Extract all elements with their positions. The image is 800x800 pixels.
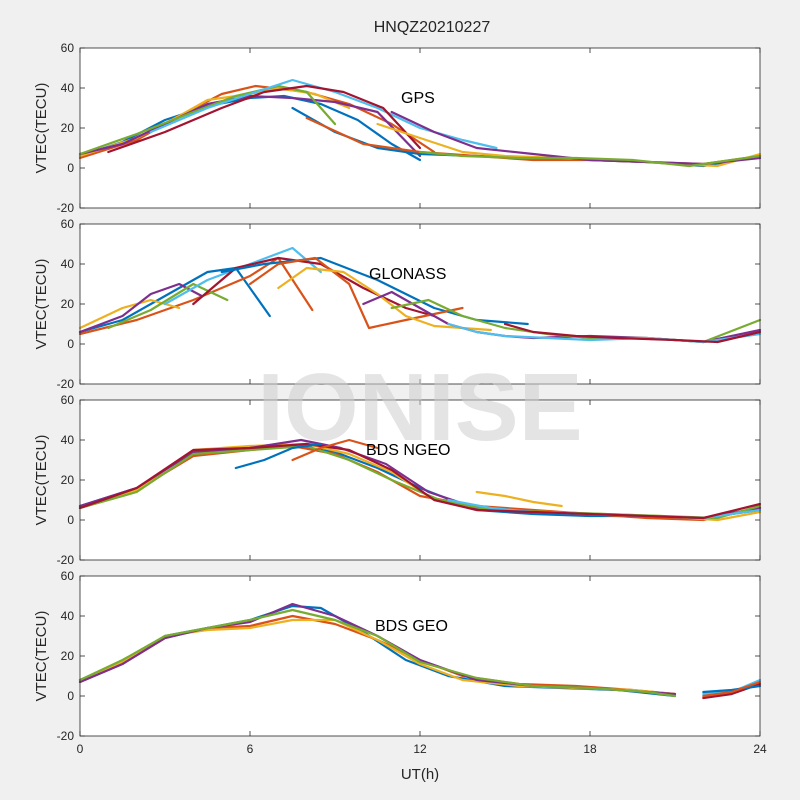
series-line-4	[78, 608, 677, 698]
series-line-6	[107, 84, 422, 154]
y-tick-label: 20	[61, 121, 75, 135]
y-tick-label: 60	[61, 393, 75, 407]
y-tick-label: 40	[61, 609, 75, 623]
series-line-8	[248, 256, 464, 330]
y-axis-label: VTEC(TECU)	[33, 611, 50, 702]
y-tick-label: 60	[61, 217, 75, 231]
y-tick-label: 0	[67, 513, 74, 527]
x-tick-label: 0	[77, 742, 84, 756]
series-line-6	[78, 442, 762, 520]
axes-background	[80, 400, 760, 560]
panel-1: -20 0 20 40 60 VTEC(TECU) GLONASS	[33, 217, 762, 391]
y-tick-label: 20	[61, 473, 75, 487]
series-line-6	[192, 256, 436, 318]
y-axis-label: VTEC(TECU)	[33, 83, 50, 174]
series-line-8	[291, 438, 379, 462]
x-tick-label: 12	[413, 742, 427, 756]
y-tick-label: 60	[61, 569, 75, 583]
x-tick-label: 18	[583, 742, 597, 756]
panel-annotation: GPS	[401, 90, 435, 107]
figure-title: HNQZ20210227	[374, 19, 491, 36]
series-line-4	[107, 282, 229, 330]
y-tick-label: 40	[61, 81, 75, 95]
x-tick-label: 24	[753, 742, 767, 756]
y-tick-label: 20	[61, 649, 75, 663]
series-line-13	[503, 322, 762, 344]
y-tick-label: 0	[67, 689, 74, 703]
y-tick-label: 20	[61, 297, 75, 311]
y-tick-label: -20	[57, 201, 75, 215]
series-line-1	[78, 256, 314, 336]
panel-2: -20 0 20 40 60 VTEC(TECU) BDS NGEO	[33, 393, 762, 567]
y-tick-label: 0	[67, 161, 74, 175]
panel-annotation: BDS NGEO	[366, 442, 450, 459]
y-tick-label: 40	[61, 257, 75, 271]
series-line-4	[78, 84, 337, 156]
watermark: IONISE	[257, 354, 582, 461]
panel-annotation: BDS GEO	[375, 618, 448, 635]
series-line-5	[149, 78, 498, 150]
panel-annotation: GLONASS	[369, 266, 446, 283]
panel-0: -20 0 20 40 60 VTEC(TECU) GPS	[33, 41, 762, 215]
series-line-8	[702, 680, 762, 698]
y-tick-label: 0	[67, 337, 74, 351]
y-tick-label: -20	[57, 377, 75, 391]
y-axis-label: VTEC(TECU)	[33, 259, 50, 350]
y-tick-label: 60	[61, 41, 75, 55]
y-axis-label: VTEC(TECU)	[33, 435, 50, 526]
y-tick-label: -20	[57, 553, 75, 567]
series-line-7	[702, 684, 762, 694]
y-tick-label: -20	[57, 729, 75, 743]
series-line-7	[234, 442, 322, 470]
series-line-3	[78, 94, 422, 158]
series-line-9	[475, 490, 563, 508]
x-axis-label: UT(h)	[401, 766, 439, 783]
y-tick-label: 40	[61, 433, 75, 447]
series-line-0	[78, 266, 271, 334]
x-tick-label: 6	[247, 742, 254, 756]
axes-background	[80, 576, 760, 736]
series-line-11	[418, 150, 762, 168]
